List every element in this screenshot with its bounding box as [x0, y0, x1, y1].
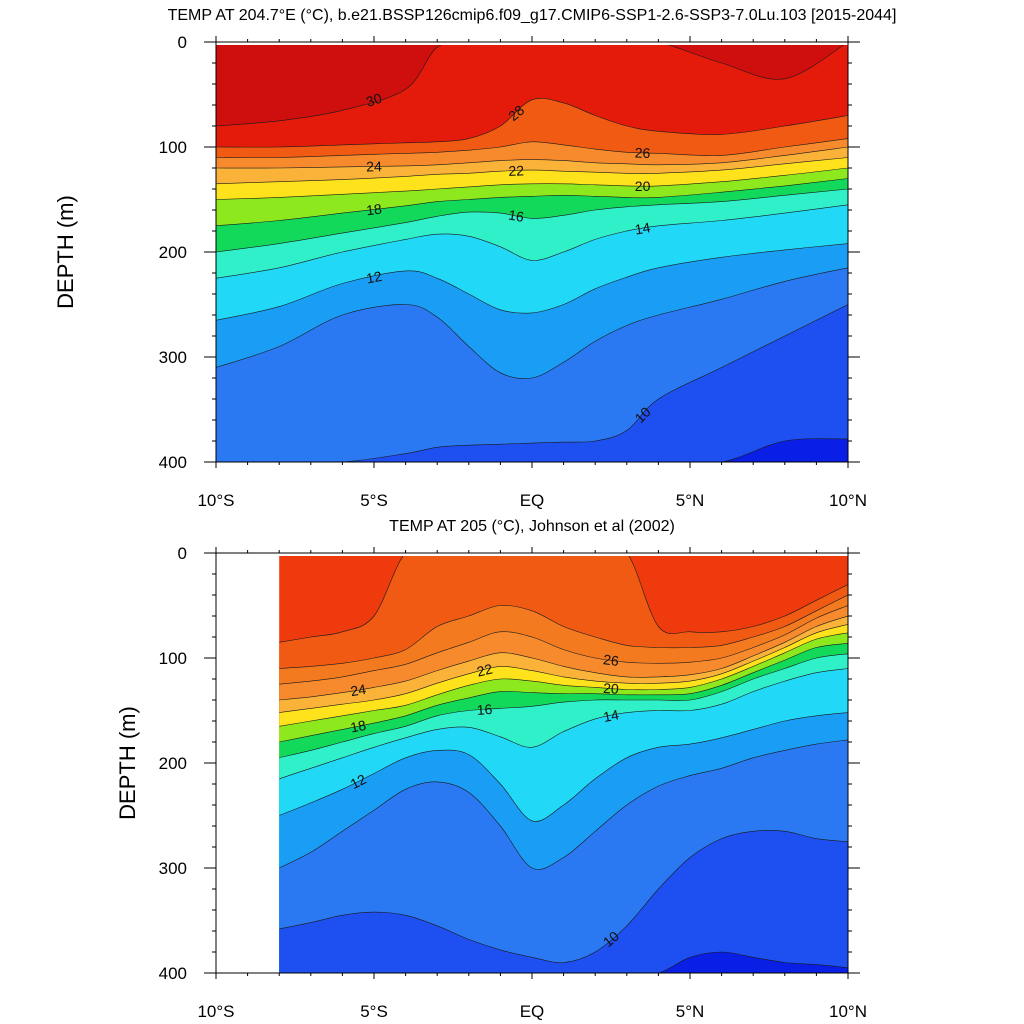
contour-label: 20 [603, 680, 620, 697]
isotherm-line [216, 243, 848, 321]
temperature-band [279, 830, 848, 973]
x-tick-label: EQ [520, 1002, 545, 1021]
isotherm-line [279, 951, 848, 973]
y-tick-label: 100 [159, 649, 187, 668]
isotherm-line [279, 594, 848, 669]
isotherm-line [279, 615, 848, 701]
isotherm-line [279, 624, 848, 713]
contour-label: 18 [365, 201, 383, 219]
contour-label: 14 [602, 706, 621, 725]
y-axis-label: DEPTH (m) [53, 195, 78, 309]
isotherm-line [279, 605, 848, 685]
isotherm-line [216, 157, 848, 185]
contour-label: 26 [635, 145, 651, 162]
isotherm-line [216, 45, 844, 127]
isotherm-line [279, 556, 848, 643]
x-tick-label: 5°S [360, 1002, 388, 1021]
contour-label: 18 [349, 717, 368, 736]
y-axis-label: DEPTH (m) [115, 706, 140, 820]
y-tick-label: 300 [159, 859, 187, 878]
temperature-band [279, 952, 848, 973]
y-tick-label: 300 [159, 348, 187, 367]
isotherm-line [216, 138, 848, 158]
panel-model: TEMP AT 204.7°E (°C), b.e21.BSSP126cmip6… [53, 7, 896, 510]
isotherm-line [279, 739, 848, 870]
isotherm-line [279, 830, 848, 963]
isotherm-line [216, 146, 848, 169]
x-tick-label: 10°N [829, 491, 867, 510]
contour-label: 16 [507, 207, 525, 225]
isotherm-line [279, 653, 848, 759]
contour-label: 22 [508, 162, 524, 179]
isotherm-line [216, 204, 848, 279]
x-tick-label: 5°S [360, 491, 388, 510]
contour-label: 22 [475, 660, 494, 679]
contour-label: 26 [602, 651, 620, 669]
isotherm-line [279, 632, 848, 727]
temperature-band [216, 304, 848, 462]
y-tick-label: 200 [159, 754, 187, 773]
x-tick-label: 10°S [197, 491, 234, 510]
y-tick-label: 200 [159, 243, 187, 262]
isotherm-line [216, 188, 848, 253]
isotherm-line [279, 643, 848, 743]
contour-label: 30 [364, 90, 384, 110]
contour-label: 16 [476, 701, 493, 718]
axes: 10°S 5°S EQ 5°N 10°N 0 100 200 300 400 [159, 33, 867, 510]
isotherm-line [216, 267, 848, 379]
axes: 10°S 5°S EQ 5°N 10°N 0 100 200 300 400 [159, 544, 867, 1021]
y-tick-label: 400 [159, 453, 187, 472]
isotherm-line [216, 304, 848, 462]
panel-title: TEMP AT 205 (°C), Johnson et al (2002) [389, 518, 675, 535]
isotherm-line [216, 178, 848, 227]
contour-label: 20 [635, 178, 651, 194]
x-tick-label: 5°N [676, 491, 705, 510]
contour-label: 24 [349, 681, 367, 699]
isotherm-line [216, 97, 848, 148]
x-tick-label: 10°S [197, 1002, 234, 1021]
y-tick-label: 0 [178, 33, 187, 52]
x-tick-label: 5°N [676, 1002, 705, 1021]
panel-observations: TEMP AT 205 (°C), Johnson et al (2002) D… [115, 518, 867, 1021]
x-tick-label: 10°N [829, 1002, 867, 1021]
panel-title: TEMP AT 204.7°E (°C), b.e21.BSSP126cmip6… [168, 7, 897, 24]
contour-label: 14 [634, 219, 652, 237]
contour-label: 12 [348, 771, 369, 792]
isotherm-line [279, 668, 848, 780]
y-tick-label: 100 [159, 138, 187, 157]
contour-label: 12 [365, 268, 384, 287]
isotherm-line [279, 712, 848, 822]
isotherm-line [216, 167, 848, 200]
temperature-band [216, 438, 848, 462]
y-tick-label: 0 [178, 544, 187, 563]
y-tick-label: 400 [159, 964, 187, 983]
x-tick-label: EQ [520, 491, 545, 510]
contour-label: 24 [366, 158, 382, 174]
